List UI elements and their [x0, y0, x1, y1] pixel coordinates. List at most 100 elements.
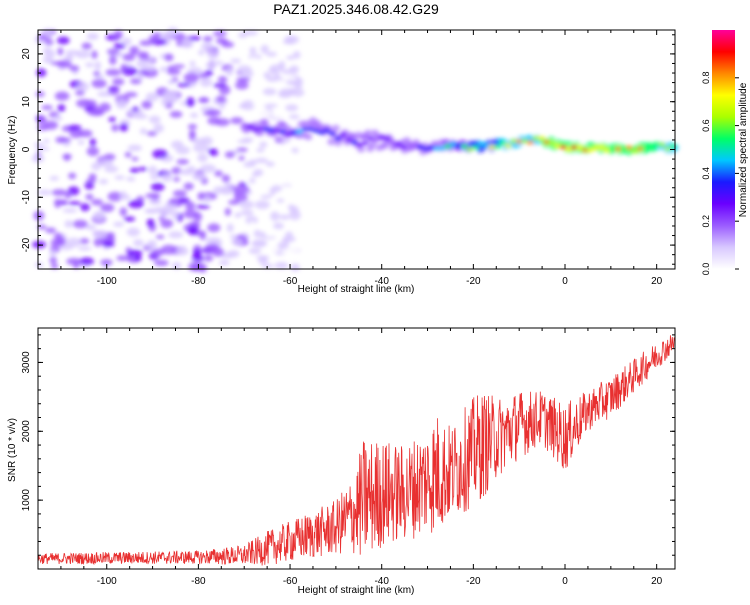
spectrogram-noise-blob — [160, 31, 176, 38]
spectrogram-noise-blob — [276, 198, 285, 203]
spectrogram-trace-halo — [251, 121, 260, 129]
spectrogram-noise-blob — [148, 199, 162, 205]
spectrogram-noise-blob — [249, 46, 257, 55]
spectrogram-noise-blob — [230, 117, 244, 125]
spectrogram-noise-blob — [49, 249, 57, 257]
spectrogram-noise-blob — [230, 58, 242, 64]
spectrogram-noise-blob — [280, 248, 289, 254]
spectrogram-noise-blob — [163, 89, 178, 100]
spectrogram-noise-blob — [137, 166, 148, 172]
spectrogram-noise-blob — [41, 105, 53, 110]
spectrogram-noise-blob — [91, 50, 98, 60]
spectrogram-xtick-label: -100 — [97, 276, 117, 287]
spectrogram-noise-blob — [281, 47, 295, 53]
spectrogram-x-label: Height of straight line (km) — [298, 284, 415, 295]
spectrogram-noise-blob — [148, 115, 161, 124]
spectrogram-trace-halo — [327, 138, 336, 146]
spectrogram-noise-blob — [248, 57, 260, 65]
spectrogram-noise-blob — [34, 262, 44, 268]
spectrogram-noise-blob — [42, 47, 52, 53]
spectrogram-noise-blob — [285, 104, 299, 112]
spectrogram-noise-blob — [226, 223, 234, 233]
spectrogram-noise-blob — [183, 209, 199, 219]
spectrogram-noise-blob — [294, 84, 303, 89]
spectrogram-trace-peak — [350, 140, 358, 145]
spectrogram-noise-blob — [148, 35, 158, 42]
spectrogram-noise-blob — [203, 254, 214, 262]
spectrogram-trace-peak — [290, 130, 298, 135]
spectrogram-noise-blob — [253, 229, 261, 238]
spectrogram-noise-blob — [51, 189, 68, 196]
spectrogram-trace-peak — [334, 136, 342, 141]
spectrogram-noise-blob — [260, 194, 272, 199]
spectrogram-noise-blob — [158, 216, 165, 221]
spectrogram-noise-blob — [262, 88, 277, 96]
snr-x-ticks: -100 -80 -60 -40 -20 0 20 — [37, 328, 663, 587]
spectrogram-noise-blob — [87, 109, 104, 116]
spectrogram-noise-blob — [178, 197, 190, 204]
spectrogram-noise-blob — [173, 176, 181, 182]
snr-frame — [37, 327, 676, 570]
spectrogram-noise-blob — [63, 153, 71, 162]
snr-y-ticks: 1000 2000 3000 — [21, 334, 675, 570]
spectrogram-noise-blob — [274, 261, 289, 270]
spectrogram-noise-blob — [197, 192, 205, 201]
spectrogram-noise-blob — [200, 164, 216, 173]
spectrogram-noise-blob — [198, 49, 205, 56]
spectrogram-trace-peak — [328, 131, 336, 136]
spectrogram-noise-blob — [145, 92, 159, 102]
spectrogram-trace-peak — [356, 142, 364, 147]
spectrogram-noise-blob — [153, 259, 169, 267]
spectrogram-noise-blob — [152, 149, 168, 159]
spectrogram-trace-peak — [246, 124, 254, 129]
spectrogram-noise-blob — [115, 99, 128, 110]
spectrogram-noise-blob — [189, 131, 196, 142]
spectrogram-noise-blob — [133, 239, 144, 247]
spectrogram-noise-blob — [187, 123, 198, 130]
spectrogram-noise-blob — [56, 36, 70, 45]
spectrogram-trace-peak — [427, 145, 435, 150]
spectrogram-noise-blob — [169, 110, 183, 118]
spectrogram-noise-blob — [251, 239, 268, 248]
spectrogram-noise-blob — [93, 230, 108, 239]
spectrogram-trace-peak — [620, 149, 628, 154]
spectrogram-noise-blob — [278, 88, 295, 97]
spectrogram-noise-blob — [198, 97, 210, 103]
spectrogram-trace-peak — [433, 146, 441, 151]
spectrogram-trace-peak — [504, 143, 512, 148]
spectrogram-noise-blob — [139, 40, 153, 46]
spectrogram-trace-peak — [400, 145, 408, 150]
spectrogram-noise-blob — [256, 147, 265, 153]
spectrogram-noise-blob — [265, 161, 275, 167]
spectrogram-noise-blob — [54, 91, 70, 101]
spectrogram-trace-peak — [383, 136, 391, 141]
snr-xtick-label: 0 — [562, 576, 568, 587]
colorbar-tick-label: 0.2 — [701, 215, 711, 228]
spectrogram-noise-blob — [286, 152, 298, 162]
spectrogram-noise-blob — [265, 51, 278, 57]
spectrogram-noise-blob — [79, 257, 95, 266]
spectrogram-noise-blob — [172, 190, 187, 197]
spectrogram-noise-blob — [129, 167, 139, 174]
spectrogram-trace-peak — [378, 135, 386, 140]
spectrogram-trace-peak — [631, 149, 639, 154]
spectrogram-noise-blob — [146, 239, 157, 250]
spectrogram-trace-peak — [554, 143, 562, 148]
spectrogram-noise-blob — [226, 67, 234, 76]
spectrogram-noise-blob — [260, 44, 269, 54]
spectrogram-noise-blob — [204, 243, 220, 252]
spectrogram-noise-blob — [285, 80, 300, 86]
spectrogram-noise-blob — [81, 42, 92, 50]
spectrogram-trace-peak — [559, 145, 567, 150]
spectrogram-noise-blob — [201, 42, 214, 51]
colorbar-label: Normalized spectral amplitude — [738, 82, 749, 217]
spectrogram-noise-blob — [288, 114, 300, 120]
spectrogram-noise-blob — [273, 201, 280, 207]
spectrogram-trace-peak — [301, 127, 309, 132]
spectrogram-trace-peak — [345, 137, 353, 142]
spectrogram-noise-blob — [127, 249, 143, 257]
spectrogram-noise-blob — [77, 140, 85, 145]
spectrogram-noise-blob — [132, 106, 139, 112]
spectrogram-noise-blob — [202, 36, 213, 42]
spectrogram-noise-blob — [181, 38, 194, 49]
